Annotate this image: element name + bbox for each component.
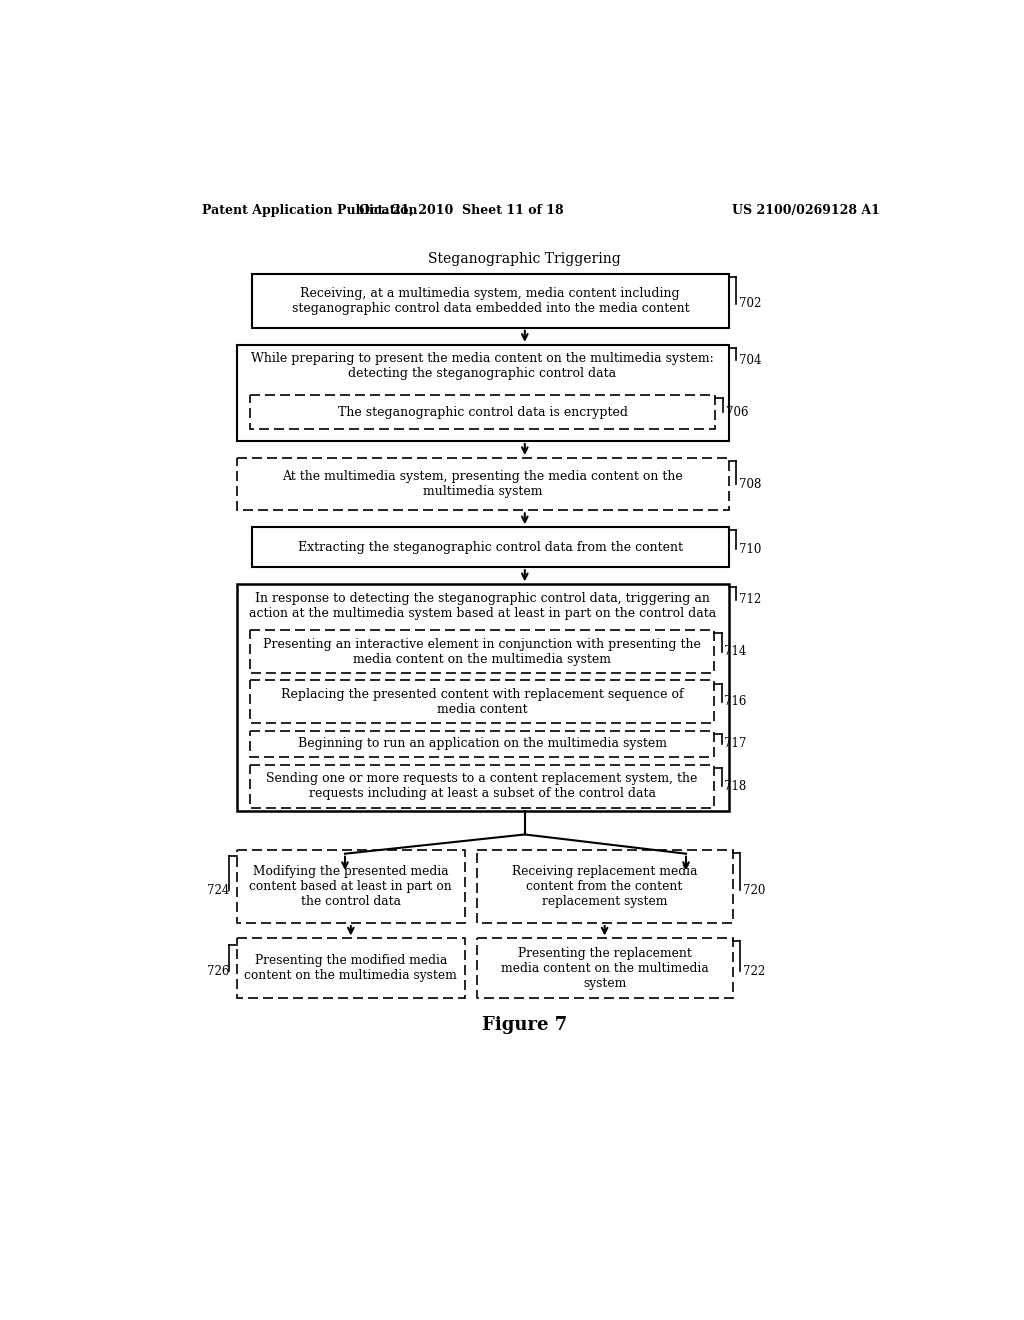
Bar [237, 458, 729, 511]
Text: 716: 716 [724, 696, 746, 708]
Text: Extracting the steganographic control data from the content: Extracting the steganographic control da… [298, 541, 683, 554]
Text: Beginning to run an application on the multimedia system: Beginning to run an application on the m… [298, 738, 667, 751]
Bar [237, 939, 465, 998]
Text: US 2100/0269128 A1: US 2100/0269128 A1 [732, 205, 881, 218]
Bar [237, 345, 729, 441]
Text: 710: 710 [738, 543, 761, 556]
Text: 718: 718 [724, 780, 746, 793]
Text: Steganographic Triggering: Steganographic Triggering [428, 252, 622, 265]
Bar [237, 850, 465, 923]
Text: 714: 714 [724, 645, 746, 659]
Text: 717: 717 [724, 738, 746, 751]
Text: Patent Application Publication: Patent Application Publication [202, 205, 417, 218]
Text: 724: 724 [207, 883, 229, 896]
Text: 706: 706 [726, 405, 748, 418]
Bar [251, 766, 714, 808]
Text: 720: 720 [742, 883, 765, 896]
Bar [251, 730, 714, 758]
Text: While preparing to present the media content on the multimedia system:
detecting: While preparing to present the media con… [251, 352, 714, 380]
Text: Receiving, at a multimedia system, media content including
steganographic contro: Receiving, at a multimedia system, media… [292, 286, 689, 315]
Text: Receiving replacement media
content from the content
replacement system: Receiving replacement media content from… [512, 865, 697, 908]
Text: In response to detecting the steganographic control data, triggering an
action a: In response to detecting the steganograp… [249, 591, 716, 620]
Bar [251, 395, 716, 429]
Text: Presenting the replacement
media content on the multimedia
system: Presenting the replacement media content… [501, 946, 709, 990]
Bar [251, 631, 714, 673]
Bar [237, 585, 729, 812]
Text: 722: 722 [742, 965, 765, 978]
Text: Modifying the presented media
content based at least in part on
the control data: Modifying the presented media content ba… [250, 865, 453, 908]
Text: 712: 712 [738, 593, 761, 606]
Text: The steganographic control data is encrypted: The steganographic control data is encry… [338, 405, 628, 418]
Bar [252, 275, 729, 327]
Bar [252, 527, 729, 568]
Text: Replacing the presented content with replacement sequence of
media content: Replacing the presented content with rep… [281, 688, 683, 715]
Text: 704: 704 [738, 354, 761, 367]
Text: 726: 726 [207, 965, 229, 978]
Bar [477, 850, 732, 923]
Text: 702: 702 [738, 297, 761, 310]
Bar [251, 681, 714, 723]
Text: Presenting the modified media
content on the multimedia system: Presenting the modified media content on… [245, 954, 458, 982]
Text: Sending one or more requests to a content replacement system, the
requests inclu: Sending one or more requests to a conten… [266, 772, 698, 800]
Text: Figure 7: Figure 7 [482, 1016, 567, 1035]
Text: 708: 708 [738, 478, 761, 491]
Text: Oct. 21, 2010  Sheet 11 of 18: Oct. 21, 2010 Sheet 11 of 18 [359, 205, 563, 218]
Text: At the multimedia system, presenting the media content on the
multimedia system: At the multimedia system, presenting the… [283, 470, 683, 498]
Text: Presenting an interactive element in conjunction with presenting the
media conte: Presenting an interactive element in con… [263, 638, 701, 665]
Bar [477, 939, 732, 998]
